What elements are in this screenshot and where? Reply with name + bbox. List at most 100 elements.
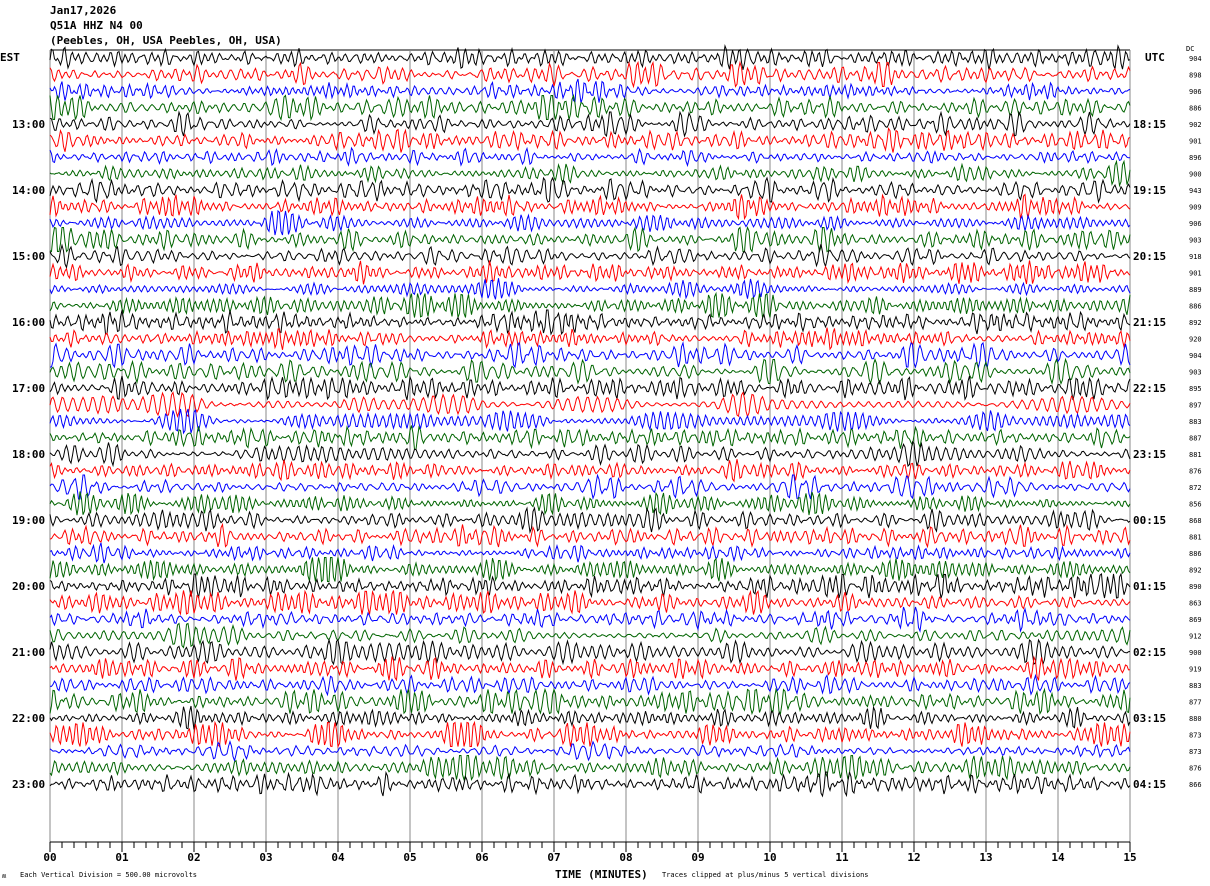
dc-value: 880 [1189, 715, 1202, 723]
trace-row-9 [49, 176, 1131, 204]
dc-value: 896 [1189, 154, 1202, 162]
trace-row-37 [49, 638, 1131, 666]
x-tick-label: 11 [835, 851, 849, 864]
dc-value: 919 [1189, 666, 1202, 674]
utc-hour-label: 23:15 [1133, 448, 1166, 461]
x-tick-label: 06 [475, 851, 489, 864]
trace-row-40 [49, 687, 1131, 716]
utc-hour-label: 03:15 [1133, 712, 1166, 725]
trace-row-27 [49, 473, 1131, 500]
dc-value: 904 [1189, 55, 1202, 63]
trace-row-42 [49, 720, 1131, 749]
dc-value: 903 [1189, 237, 1202, 245]
date-label: Jan17,2026 [50, 4, 117, 17]
utc-hour-label: 21:15 [1133, 316, 1166, 329]
dc-value: 903 [1189, 369, 1202, 377]
x-tick-label: 09 [691, 851, 704, 864]
x-tick-label: 08 [619, 851, 632, 864]
utc-hour-label: 19:15 [1133, 184, 1166, 197]
dc-value: 868 [1189, 517, 1202, 525]
trace-row-35 [49, 606, 1131, 633]
utc-hour-label: 18:15 [1133, 118, 1166, 131]
est-hour-label: 16:00 [12, 316, 45, 329]
utc-hour-label: 22:15 [1133, 382, 1166, 395]
trace-row-33 [49, 572, 1131, 599]
x-tick-label: 07 [547, 851, 560, 864]
dc-value: 877 [1189, 699, 1202, 707]
traces [49, 44, 1131, 798]
dc-value: 889 [1189, 286, 1202, 294]
trace-row-17 [49, 309, 1131, 336]
trace-row-26 [49, 459, 1131, 483]
dc-value: 920 [1189, 336, 1202, 344]
x-tick-label: 01 [115, 851, 129, 864]
trace-row-5 [49, 110, 1131, 138]
trace-row-20 [49, 357, 1131, 386]
dc-value: 856 [1189, 501, 1202, 509]
dc-value: 904 [1189, 352, 1202, 360]
est-label: EST [0, 51, 20, 64]
dc-value: 892 [1189, 567, 1202, 575]
trace-row-7 [49, 146, 1130, 168]
trace-row-15 [49, 278, 1131, 300]
dc-value: 943 [1189, 187, 1202, 195]
trace-row-32 [49, 557, 1131, 583]
corner-mark: ʍ [2, 872, 7, 880]
dc-value: 872 [1189, 484, 1202, 492]
trace-row-10 [49, 193, 1131, 221]
dc-value: 898 [1189, 72, 1202, 80]
trace-row-16 [49, 291, 1131, 318]
utc-hour-label: 02:15 [1133, 646, 1166, 659]
trace-row-28 [49, 491, 1131, 516]
trace-row-44 [49, 754, 1131, 782]
est-hour-label: 13:00 [12, 118, 45, 131]
x-tick-label: 02 [187, 851, 200, 864]
trace-row-36 [49, 622, 1131, 649]
est-hour-label: 22:00 [12, 712, 45, 725]
trace-row-24 [49, 425, 1131, 451]
dc-value: 866 [1189, 781, 1202, 789]
trace-row-22 [49, 391, 1131, 419]
x-tick-label: 14 [1051, 851, 1065, 864]
dc-value: 901 [1189, 138, 1202, 146]
dc-value: 902 [1189, 121, 1202, 129]
dc-value: 900 [1189, 171, 1202, 179]
clip-note: Traces clipped at plus/minus 5 vertical … [662, 871, 869, 879]
trace-row-21 [49, 375, 1131, 401]
dc-value: 873 [1189, 748, 1202, 756]
dc-label: DC [1186, 45, 1194, 53]
dc-value: 918 [1189, 253, 1202, 261]
dc-value: 881 [1189, 534, 1202, 542]
est-hour-label: 17:00 [12, 382, 45, 395]
est-hour-label: 20:00 [12, 580, 45, 593]
x-tick-label: 00 [43, 851, 56, 864]
dc-value: 897 [1189, 402, 1202, 410]
trace-row-1 [49, 44, 1131, 71]
trace-row-30 [49, 522, 1131, 549]
trace-row-6 [49, 127, 1131, 153]
dc-value: 906 [1189, 220, 1202, 228]
trace-row-19 [50, 341, 1131, 369]
x-tick-label: 10 [763, 851, 776, 864]
trace-row-4 [49, 93, 1131, 122]
minute-grid [49, 49, 1131, 842]
trace-row-45 [49, 770, 1131, 798]
utc-hour-label: 01:15 [1133, 580, 1166, 593]
x-tick-label: 15 [1123, 851, 1136, 864]
trace-row-41 [49, 705, 1131, 730]
x-tick-label: 13 [979, 851, 992, 864]
est-hour-label: 21:00 [12, 646, 45, 659]
dc-value: 869 [1189, 616, 1202, 624]
dc-value: 883 [1189, 682, 1202, 690]
scale-note: Each Vertical Division = 500.00 microvol… [20, 871, 197, 879]
trace-row-34 [49, 589, 1131, 616]
dc-value: 909 [1189, 204, 1202, 212]
trace-row-29 [49, 506, 1131, 534]
trace-row-25 [49, 440, 1131, 468]
dc-value: 863 [1189, 600, 1202, 608]
trace-row-11 [49, 209, 1131, 236]
dc-value: 900 [1189, 649, 1202, 657]
x-tick-label: 03 [259, 851, 272, 864]
trace-row-12 [49, 225, 1131, 254]
